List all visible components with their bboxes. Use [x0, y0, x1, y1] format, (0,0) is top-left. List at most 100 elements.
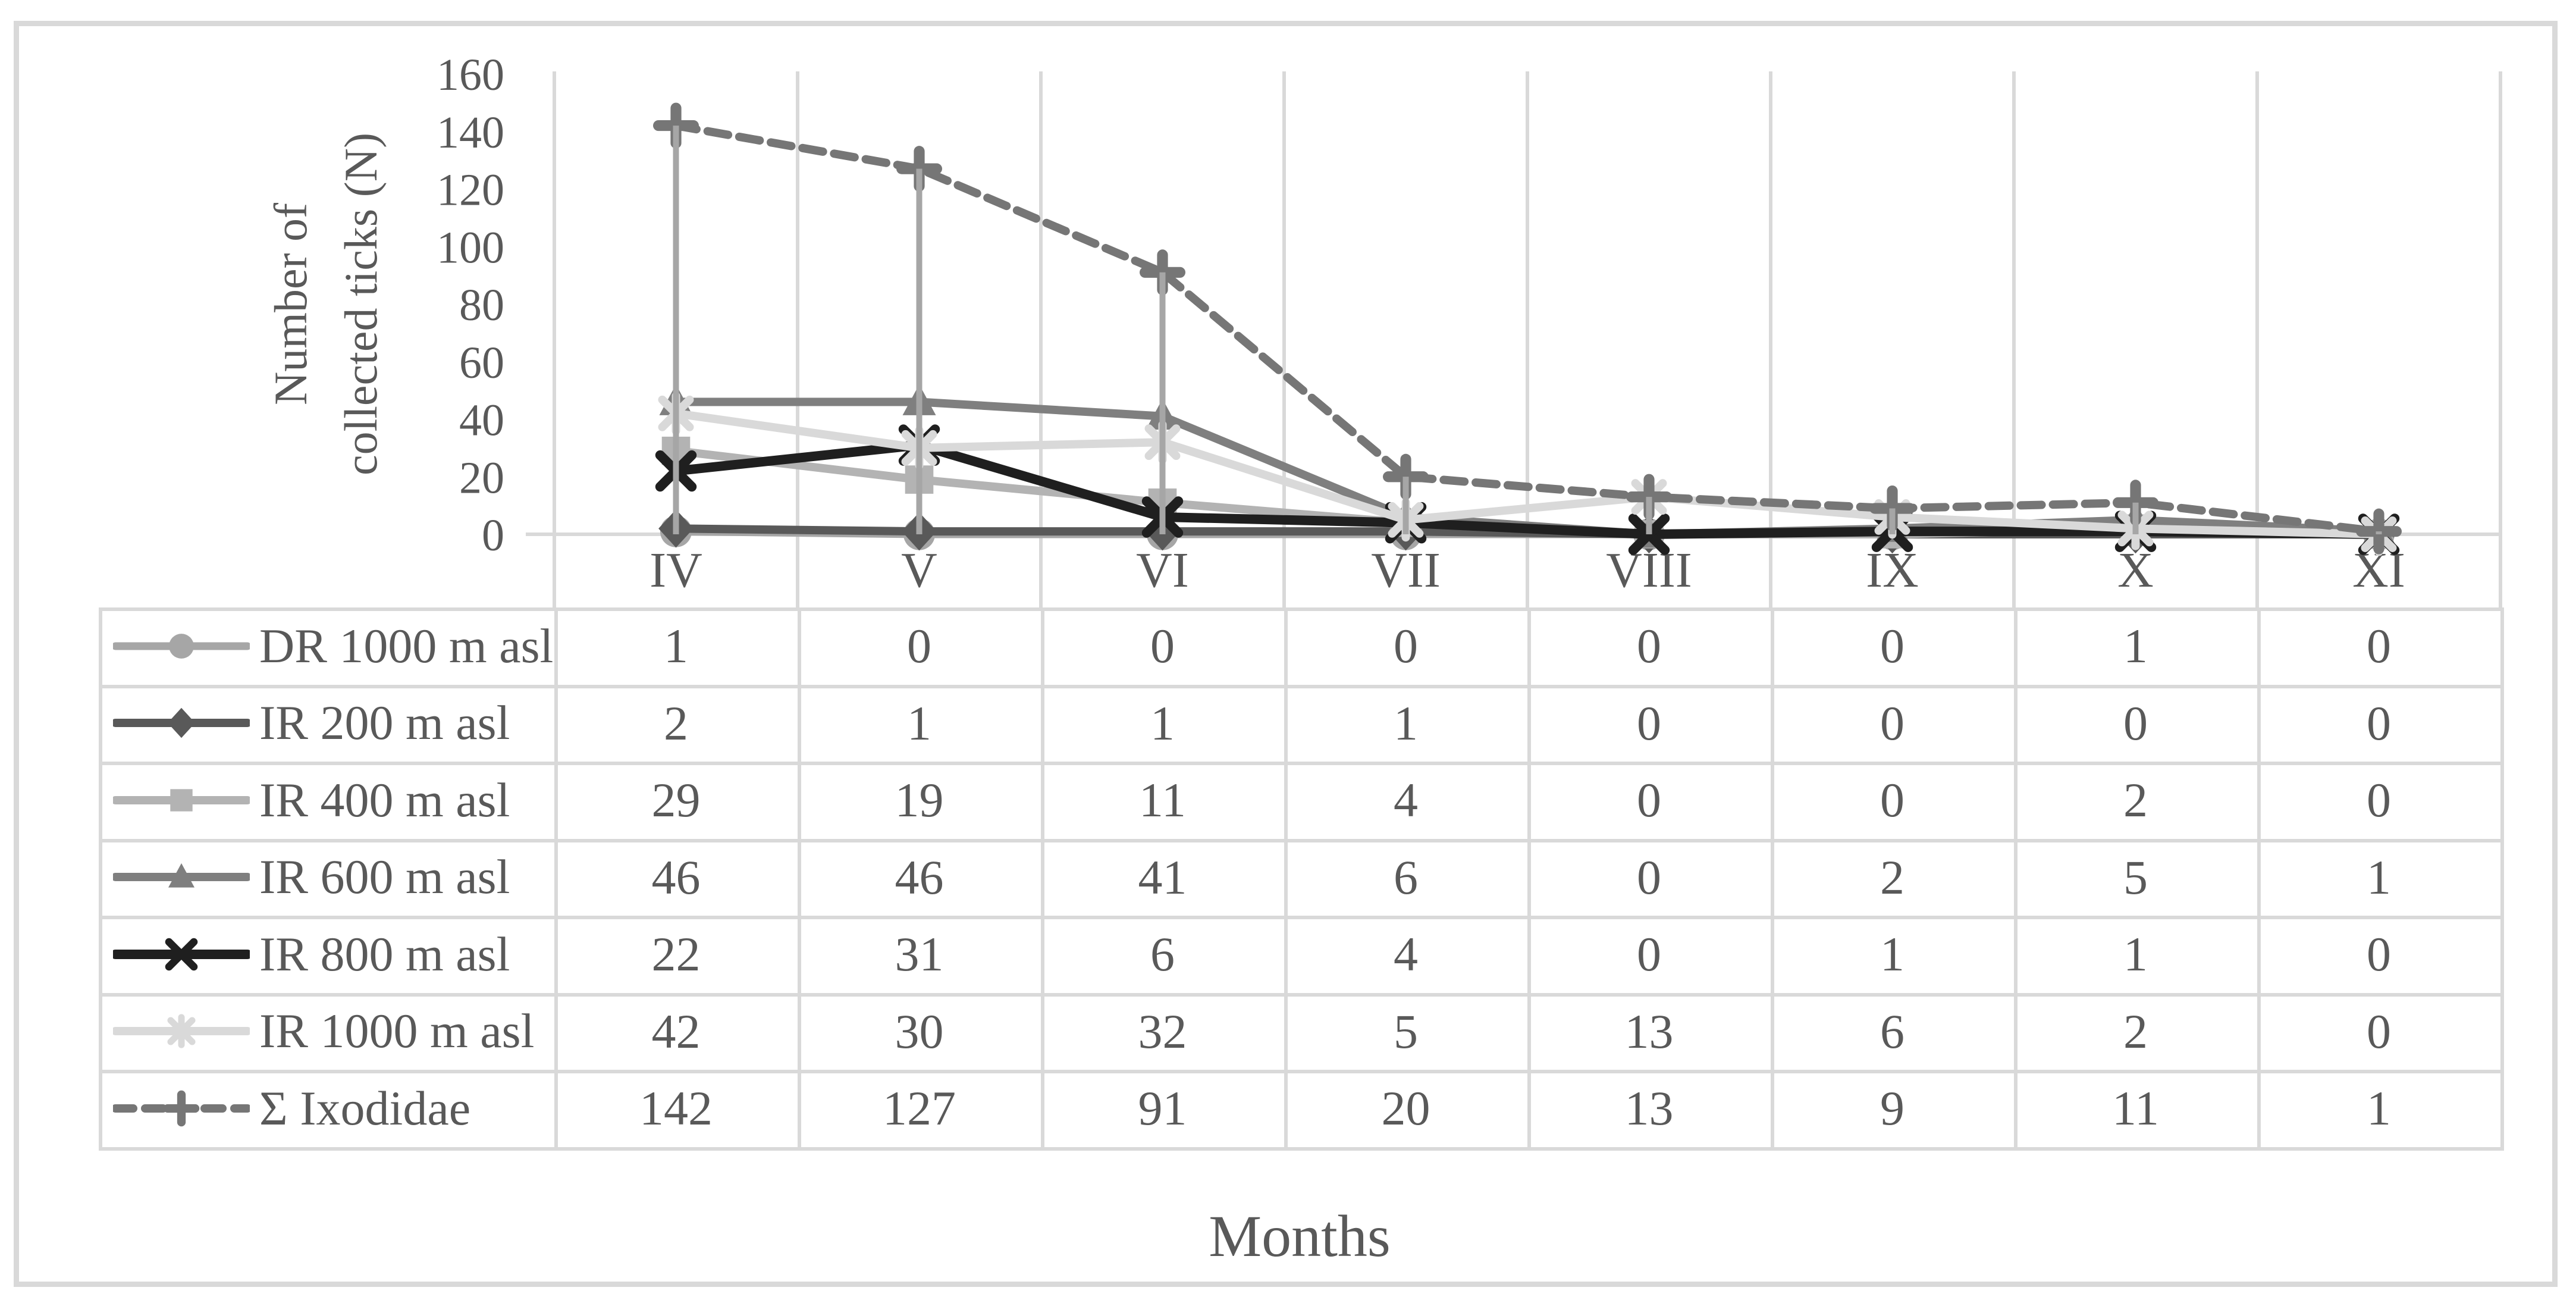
table-cell: 1	[1150, 696, 1175, 750]
x-axis-title: Months	[1209, 1203, 1391, 1269]
legend-label: IR 800 m asl	[259, 926, 510, 981]
data-table: DR 1000 m asl 1 0 0 0 0 0 1 0 IR 200 m asl 2 1 1 1 0 0 0…	[99, 607, 2508, 1152]
table-cell: 0	[1637, 619, 1661, 673]
x-category-label: VI	[1136, 543, 1189, 598]
table-cell: 6	[1150, 927, 1175, 981]
table-cell: 1	[664, 619, 688, 673]
legend-cell: Σ Ixodidae	[99, 1070, 554, 1147]
table-column-border	[2500, 607, 2504, 1151]
diamond-marker-icon	[167, 707, 196, 738]
x-stroke	[165, 938, 198, 971]
table-row-border	[99, 916, 2504, 919]
table-cell: 0	[1880, 619, 1904, 673]
figure-border	[14, 21, 2558, 1287]
table-cell: 0	[1880, 696, 1904, 750]
table-column-border	[2014, 607, 2017, 1151]
table-column-border	[2257, 607, 2261, 1151]
x-category-label: IV	[650, 543, 702, 598]
legend-key-triangle-icon	[113, 863, 250, 888]
table-cell: 0	[2123, 696, 2148, 750]
table-cell: 0	[1637, 773, 1661, 827]
table-cell: 42	[651, 1004, 701, 1058]
legend-cell: IR 200 m asl	[99, 685, 554, 762]
legend-cell: IR 400 m asl	[99, 762, 554, 839]
table-column-border	[554, 607, 558, 1151]
table-cell: 19	[895, 773, 944, 827]
triangle-marker-icon	[168, 863, 194, 888]
table-cell: 0	[2367, 773, 2391, 827]
y-tick-label: 60	[459, 338, 504, 388]
legend-key-x-icon	[113, 938, 250, 971]
legend-label: DR 1000 m asl	[259, 618, 554, 673]
table-cell: 91	[1138, 1081, 1187, 1135]
legend-cell: IR 1000 m asl	[99, 993, 554, 1070]
table-cell: 46	[895, 850, 944, 904]
legend-label: IR 400 m asl	[259, 772, 510, 827]
table-row-border	[99, 1070, 2504, 1073]
table-cell: 1	[1880, 927, 1904, 981]
series-line	[671, 440, 2384, 539]
table-cell: 30	[895, 1004, 944, 1058]
table-cell: 9	[1880, 1081, 1904, 1135]
table-cell: 1	[2367, 1081, 2391, 1135]
table-cell: 1	[2367, 850, 2391, 904]
table-cell: 32	[1138, 1004, 1187, 1058]
y-tick-label: 80	[459, 280, 504, 330]
series-line	[672, 121, 2383, 536]
y-tick-label: 160	[437, 50, 504, 100]
legend-cell: DR 1000 m asl	[99, 607, 554, 685]
table-row-border	[99, 762, 2504, 765]
legend-label: IR 1000 m asl	[259, 1004, 535, 1058]
table-cell: 29	[651, 773, 701, 827]
table-cell: 142	[639, 1081, 713, 1135]
table-cell: 1	[2123, 927, 2148, 981]
table-row-border	[99, 838, 2504, 842]
table-cell: 4	[1394, 773, 1418, 827]
table-cell: 2	[1880, 850, 1904, 904]
legend-key-asterisk-icon	[113, 1014, 250, 1048]
legend-key-plus-icon	[113, 1090, 250, 1126]
table-column-border	[99, 607, 102, 1151]
table-cell: 127	[883, 1081, 956, 1135]
table-cell: 4	[1394, 927, 1418, 981]
table-cell: 46	[651, 850, 701, 904]
y-tick-label: 140	[437, 108, 504, 158]
series-line	[672, 409, 2383, 538]
table-cell: 0	[1637, 850, 1661, 904]
table-cell: 1	[1394, 696, 1418, 750]
table-cell: 0	[1880, 773, 1904, 827]
table-cell: 5	[2123, 850, 2148, 904]
table-cell: 0	[2367, 696, 2391, 750]
legend-key-diamond-icon	[113, 707, 250, 738]
legend-label: IR 600 m asl	[259, 850, 510, 904]
table-cell: 6	[1880, 1004, 1904, 1058]
circle-marker-icon	[169, 633, 194, 659]
table-cell: 2	[2123, 773, 2148, 827]
table-cell: 1	[907, 696, 931, 750]
table-cell: 0	[2367, 1004, 2391, 1058]
legend-label: IR 200 m asl	[259, 696, 510, 750]
table-cell: 2	[2123, 1004, 2148, 1058]
table-cell: 11	[1139, 773, 1186, 827]
table-cell: 0	[1394, 619, 1418, 673]
x-marker-icon	[165, 938, 198, 971]
table-cell: 20	[1381, 1081, 1430, 1135]
asterisk-marker-icon	[167, 1014, 196, 1048]
table-cell: 2	[664, 696, 688, 750]
table-row-border	[99, 1147, 2504, 1151]
table-column-border	[1771, 607, 1774, 1151]
legend-label: Σ Ixodidae	[259, 1080, 471, 1135]
x-category-label: V	[901, 543, 937, 598]
table-cell: 41	[1138, 850, 1187, 904]
x-category-label: VII	[1371, 543, 1441, 598]
table-cell: 0	[2367, 927, 2391, 981]
table-column-border	[798, 607, 801, 1151]
legend-key-square-icon	[113, 789, 250, 812]
table-cell: 0	[1637, 696, 1661, 750]
table-cell: 5	[1394, 1004, 1418, 1058]
table-cell: 11	[2112, 1081, 2159, 1135]
y-tick-label: 100	[437, 223, 504, 272]
table-column-border	[1041, 607, 1044, 1151]
table-cell: 31	[895, 927, 944, 981]
